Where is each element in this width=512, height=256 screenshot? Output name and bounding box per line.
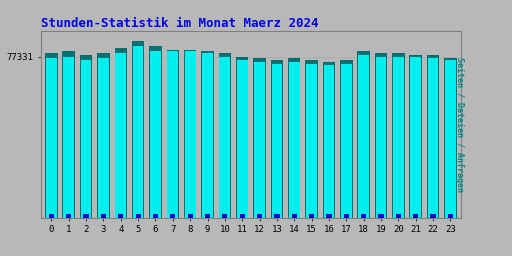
Bar [396,214,401,218]
Bar [340,60,353,218]
Bar [344,214,349,218]
Bar [167,51,178,218]
Bar [376,57,387,218]
Bar [46,58,57,218]
Bar [45,53,58,218]
Bar [326,214,332,218]
Bar [392,53,404,218]
Bar [149,46,162,218]
Bar [271,63,282,218]
Bar [185,51,196,218]
Bar [427,55,439,218]
Bar [184,50,197,218]
Bar [413,214,418,218]
Bar [309,214,314,218]
Bar [306,63,317,218]
Bar [445,60,456,218]
Bar [237,60,248,218]
Bar [153,214,158,218]
Bar [201,51,214,218]
Bar [49,214,54,218]
Bar [257,214,262,218]
Bar [428,58,438,218]
Bar [66,214,71,218]
Bar [101,214,106,218]
Bar [187,214,193,218]
Bar [253,58,266,218]
Bar [410,57,421,218]
Bar [150,51,161,218]
Bar [136,214,141,218]
Bar [410,55,422,218]
Bar [205,214,210,218]
Bar [236,57,248,218]
Bar [341,63,352,218]
Bar [240,214,245,218]
Bar [222,214,227,218]
Bar [202,53,213,218]
Bar [219,53,231,218]
Bar [448,214,453,218]
Bar [361,214,366,218]
Bar [81,60,92,218]
Bar [132,41,144,218]
Bar [170,214,176,218]
Bar [444,58,457,218]
Bar [358,55,369,218]
Bar [115,53,126,218]
Bar [133,46,143,218]
Text: Stunden-Statistik im Monat Maerz 2024: Stunden-Statistik im Monat Maerz 2024 [41,17,318,29]
Bar [63,57,74,218]
Bar [220,57,230,218]
Bar [271,60,283,218]
Bar [166,50,179,218]
Bar [431,214,436,218]
Bar [62,51,75,218]
Bar [83,214,89,218]
Bar [118,214,123,218]
Bar [323,62,335,218]
Bar [305,60,318,218]
Bar [375,53,387,218]
Bar [378,214,383,218]
Bar [274,214,280,218]
Bar [393,57,404,218]
Bar [288,58,301,218]
Bar [289,62,300,218]
Bar [324,65,334,218]
Bar [97,53,110,218]
Bar [98,58,109,218]
Bar [80,55,92,218]
Bar [254,62,265,218]
Bar [115,48,127,218]
Bar [357,51,370,218]
Y-axis label: Seiten / Dateien / Anfragen: Seiten / Dateien / Anfragen [455,57,463,192]
Bar [292,214,297,218]
